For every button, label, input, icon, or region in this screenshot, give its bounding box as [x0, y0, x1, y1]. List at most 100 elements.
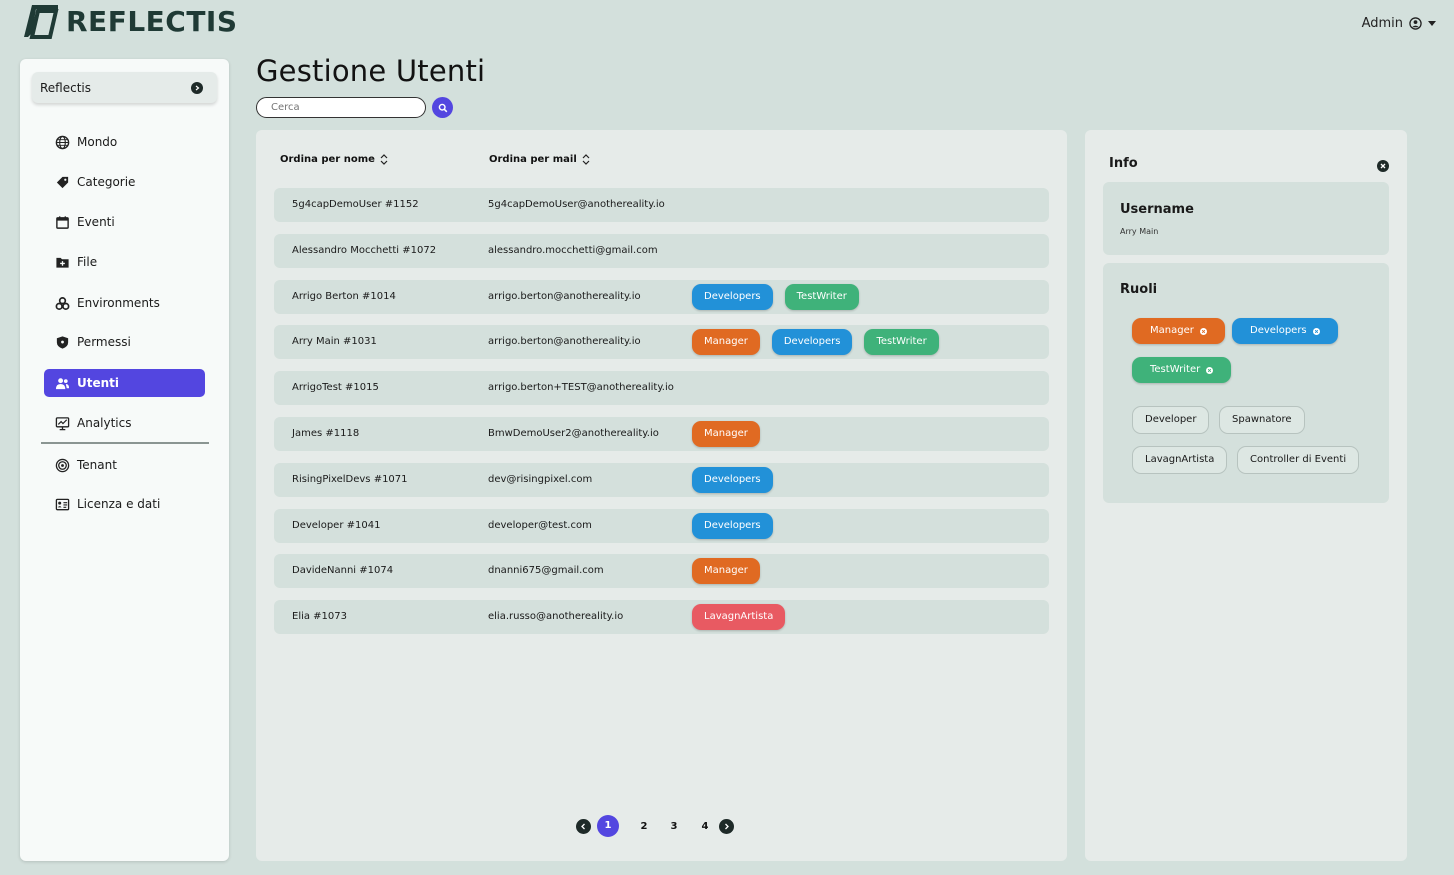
table-row[interactable]: ArrigoTest #1015 arrigo.berton+TEST@anoth… [274, 371, 1049, 406]
sidebar-item-label: Permessi [77, 335, 131, 349]
cubes-icon [55, 296, 70, 310]
user-mail: dnanni675@gmail.com [488, 565, 604, 577]
users-panel: Ordina per nome Ordina per mail 5g4capDe… [256, 130, 1067, 861]
user-mail: elia.russo@anothereality.io [488, 611, 624, 623]
calendar-icon [56, 215, 69, 229]
page-button-4[interactable]: 4 [701, 820, 709, 832]
user-menu-label: Admin [1361, 16, 1403, 31]
sidebar-item-categorie[interactable]: Categorie [44, 168, 205, 196]
sort-by-name-label: Ordina per nome [280, 154, 375, 165]
sidebar-item-mondo[interactable]: Mondo [44, 128, 205, 156]
prev-page-button[interactable] [576, 818, 591, 834]
available-role-chip[interactable]: Spawnatore [1219, 406, 1305, 434]
page-button-3[interactable]: 3 [670, 820, 678, 832]
search-button[interactable] [432, 97, 453, 118]
user-name: Elia #1073 [292, 611, 348, 623]
role-badge: Manager [692, 420, 760, 447]
role-badges: Developers [692, 512, 773, 539]
role-badges: Developers [692, 466, 773, 493]
user-name: Developer #1041 [292, 519, 381, 531]
sort-by-name-button[interactable]: Ordina per nome [280, 154, 388, 165]
user-mail: dev@risingpixel.com [488, 473, 593, 485]
sidebar-item-tenant[interactable]: Tenant [44, 451, 205, 479]
username-label: Username [1120, 202, 1194, 217]
role-badge: Developers [692, 283, 773, 310]
user-circle-icon [1409, 17, 1422, 30]
user-mail: developer@test.com [488, 519, 592, 531]
role-badges: Manager [692, 558, 760, 585]
page-button-2[interactable]: 2 [640, 820, 648, 832]
remove-role-icon[interactable] [1312, 327, 1320, 335]
remove-role-icon[interactable] [1206, 366, 1214, 374]
sidebar-item-label: Categorie [77, 175, 136, 189]
sort-by-mail-label: Ordina per mail [489, 154, 577, 165]
assigned-role-chip[interactable]: TestWriter [1132, 357, 1232, 383]
sidebar-item-analytics[interactable]: Analytics [44, 409, 205, 437]
username-card: Username Arry Main [1103, 182, 1389, 255]
user-mail: BmwDemoUser2@anothereality.io [488, 427, 659, 439]
pagination: 1 2 3 4 [576, 815, 734, 837]
role-badges: LavagnArtista [692, 604, 786, 631]
role-badges: Developers TestWriter [692, 283, 859, 310]
roles-label: Ruoli [1120, 282, 1158, 297]
available-role-chip[interactable]: LavagnArtista [1132, 446, 1228, 474]
sidebar-item-file[interactable]: File [44, 248, 205, 276]
table-row[interactable]: RisingPixelDevs #1071 dev@risingpixel.com… [274, 462, 1049, 497]
sidebar-item-permessi[interactable]: Permessi [44, 328, 205, 356]
available-role-chip[interactable]: Controller di Eventi [1237, 446, 1360, 474]
role-chip-label: Developers [1250, 325, 1307, 336]
role-badge: TestWriter [864, 329, 939, 356]
sidebar-item-utenti[interactable]: Utenti [44, 369, 205, 397]
reflectis-logo-icon [24, 5, 59, 39]
table-row[interactable]: 5g4capDemoUser #1152 5g4capDemoUser@anoth… [274, 188, 1049, 222]
sidebar-item-label: Eventi [77, 215, 115, 229]
sidebar-item-eventi[interactable]: Eventi [44, 208, 205, 236]
users-icon [55, 377, 70, 389]
assigned-role-chip[interactable]: Developers [1232, 318, 1338, 344]
table-row[interactable]: Arrigo Berton #1014 arrigo.berton@another… [274, 279, 1049, 314]
tenant-selector[interactable]: Reflectis [32, 72, 217, 103]
sidebar-item-label: Mondo [77, 135, 118, 149]
chevron-left-icon [581, 823, 585, 829]
sort-icon [582, 154, 590, 165]
role-chip-label: Manager [1150, 325, 1194, 336]
chevron-right-icon[interactable] [191, 81, 203, 94]
globe-icon [55, 135, 70, 149]
role-badge: TestWriter [784, 283, 859, 310]
sidebar-item-label: File [77, 255, 98, 269]
table-row[interactable]: Elia #1073 elia.russo@anothereality.io Lav… [274, 600, 1049, 635]
role-chip-label: TestWriter [1150, 364, 1201, 375]
role-badges: Manager Developers TestWriter [692, 329, 939, 356]
tenant-icon [55, 458, 70, 472]
close-info-button[interactable] [1377, 160, 1389, 172]
sort-by-mail-button[interactable]: Ordina per mail [489, 154, 590, 165]
username-value: Arry Main [1120, 227, 1159, 236]
user-menu[interactable]: Admin [1362, 16, 1436, 31]
available-role-chip[interactable]: Developer [1132, 406, 1210, 434]
role-badge: Manager [692, 329, 760, 356]
user-mail: arrigo.berton@anothereality.io [488, 336, 641, 348]
search-input[interactable] [256, 97, 426, 118]
role-badge: Developers [771, 329, 853, 356]
table-row[interactable]: James #1118 BmwDemoUser2@anothereality.io… [274, 416, 1049, 451]
user-mail: arrigo.berton+TEST@anothereality.io [488, 382, 674, 394]
next-page-button[interactable] [719, 818, 734, 834]
sidebar-divider [41, 442, 209, 444]
role-badge: LavagnArtista [692, 604, 786, 631]
sidebar-item-environments[interactable]: Environments [44, 289, 205, 317]
table-row[interactable]: Developer #1041 developer@test.com Develop… [274, 508, 1049, 543]
sidebar-item-label: Tenant [77, 458, 117, 472]
tenant-selector-label: Reflectis [40, 80, 92, 95]
table-row[interactable]: DavideNanni #1074 dnanni675@gmail.com Mana… [274, 554, 1049, 589]
table-row[interactable]: Arry Main #1031 arrigo.berton@anothereali… [274, 325, 1049, 360]
assigned-role-chip[interactable]: Manager [1132, 318, 1225, 344]
license-icon [55, 498, 70, 510]
table-row[interactable]: Alessandro Mocchetti #1072 alessandro.moc… [274, 233, 1049, 268]
sidebar-item-licenza[interactable]: Licenza e dati [44, 490, 205, 518]
search-icon [438, 103, 447, 112]
page-title: Gestione Utenti [256, 54, 486, 88]
chevron-right-icon [725, 823, 729, 829]
shield-icon [56, 335, 69, 349]
remove-role-icon[interactable] [1199, 327, 1207, 335]
page-button-1[interactable]: 1 [597, 815, 619, 837]
